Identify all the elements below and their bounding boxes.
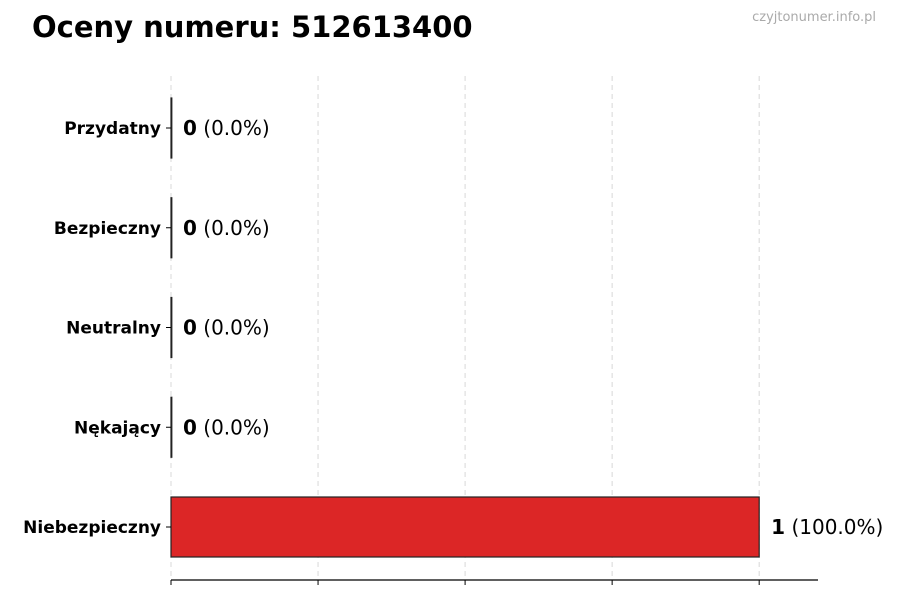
data-label: 0 (0.0%) bbox=[183, 316, 270, 340]
category-label: Bezpieczny bbox=[54, 219, 161, 239]
category-label: Niebezpieczny bbox=[23, 518, 161, 538]
data-label-percent: (0.0%) bbox=[197, 116, 270, 140]
bar bbox=[170, 197, 173, 259]
category-label: Nękający bbox=[74, 418, 161, 438]
category-label: Przydatny bbox=[64, 119, 161, 139]
data-label-value: 0 bbox=[183, 216, 197, 240]
watermark: czyjtonumer.info.pl bbox=[752, 10, 876, 25]
bar bbox=[170, 496, 760, 558]
chart-title: Oceny numeru: 512613400 bbox=[32, 10, 473, 44]
data-label-value: 0 bbox=[183, 116, 197, 140]
data-label-percent: (0.0%) bbox=[197, 415, 270, 439]
data-label-percent: (100.0%) bbox=[785, 515, 883, 539]
data-label-value: 0 bbox=[183, 316, 197, 340]
data-label: 0 (0.0%) bbox=[183, 216, 270, 240]
data-label-percent: (0.0%) bbox=[197, 216, 270, 240]
data-label: 0 (0.0%) bbox=[183, 116, 270, 140]
data-label-percent: (0.0%) bbox=[197, 316, 270, 340]
bar bbox=[170, 396, 173, 458]
bar bbox=[170, 97, 173, 159]
data-label: 0 (0.0%) bbox=[183, 415, 270, 439]
category-label: Neutralny bbox=[66, 319, 161, 339]
data-label-value: 1 bbox=[771, 515, 785, 539]
data-label: 1 (100.0%) bbox=[771, 515, 883, 539]
data-label-value: 0 bbox=[183, 415, 197, 439]
bar bbox=[170, 296, 173, 359]
